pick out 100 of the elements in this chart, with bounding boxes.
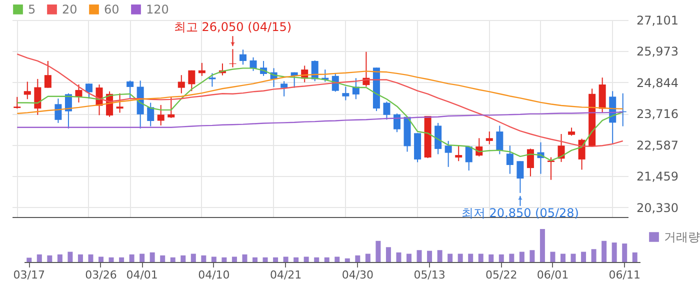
bar xyxy=(140,254,145,262)
candlestick xyxy=(250,56,257,72)
bar xyxy=(550,252,556,262)
legend-label: 60 xyxy=(104,2,120,16)
bar xyxy=(468,254,474,262)
legend-label: 거래량 xyxy=(664,230,700,244)
bar xyxy=(262,257,268,262)
bar xyxy=(57,254,62,262)
candlestick xyxy=(116,92,124,114)
bar xyxy=(273,257,278,262)
bar xyxy=(448,254,453,262)
bar xyxy=(396,252,402,262)
bar xyxy=(170,257,176,262)
bar xyxy=(78,254,83,262)
candlestick xyxy=(54,98,62,124)
legend-label: 120 xyxy=(146,2,169,16)
candlestick xyxy=(240,49,246,66)
bar xyxy=(612,242,617,262)
bar xyxy=(386,247,391,262)
bar xyxy=(622,244,628,262)
bar xyxy=(160,255,166,262)
bar xyxy=(68,252,73,262)
x-tick-label: 05/13 xyxy=(414,268,446,282)
bar xyxy=(150,252,155,262)
bar xyxy=(437,250,442,262)
candlestick xyxy=(24,81,31,100)
bar xyxy=(211,256,216,262)
bar xyxy=(252,257,258,262)
bar xyxy=(119,257,124,262)
candlestick xyxy=(280,80,288,97)
candlestick xyxy=(548,156,554,180)
candlestick xyxy=(455,145,462,162)
candlestick xyxy=(75,84,82,103)
bar xyxy=(560,254,566,262)
bar xyxy=(190,254,196,262)
bar xyxy=(581,252,586,262)
bar xyxy=(365,254,370,262)
bar xyxy=(334,256,340,262)
x-tick-label: 05/22 xyxy=(486,268,518,282)
bar xyxy=(232,256,237,262)
candlestick xyxy=(465,146,472,172)
candlestick xyxy=(157,104,164,126)
candlestick xyxy=(342,86,350,101)
candlestick xyxy=(383,101,390,120)
legend-label: 5 xyxy=(28,2,36,16)
x-tick-label: 04/30 xyxy=(342,268,374,282)
candlestick xyxy=(229,48,236,68)
bar xyxy=(36,254,42,262)
bar xyxy=(294,257,299,262)
bar xyxy=(26,258,32,262)
x-tick-label: 06/01 xyxy=(536,268,569,282)
x-tick-label: 04/10 xyxy=(198,268,230,282)
bar xyxy=(376,240,381,262)
bar xyxy=(509,254,514,262)
bar xyxy=(478,254,484,262)
candlestick xyxy=(434,122,442,155)
candlestick xyxy=(44,60,52,88)
bar xyxy=(201,255,206,262)
bar xyxy=(416,250,422,262)
bar xyxy=(602,240,607,262)
y-tick-label: 25,973 xyxy=(636,44,678,59)
bar xyxy=(530,250,535,262)
candlestick xyxy=(34,78,42,116)
legend-label: 20 xyxy=(62,2,78,16)
bar xyxy=(632,252,638,262)
bar xyxy=(314,257,320,262)
y-tick-label: 21,459 xyxy=(636,170,678,184)
candlestick xyxy=(486,131,493,145)
candlestick xyxy=(14,96,21,110)
bar xyxy=(427,250,432,262)
candlestick xyxy=(516,160,524,194)
candlestick xyxy=(188,70,196,92)
bar xyxy=(355,255,360,262)
y-tick-label: 22,587 xyxy=(636,138,678,152)
bar xyxy=(458,254,463,262)
bar xyxy=(283,256,288,262)
bar xyxy=(488,254,494,262)
bar xyxy=(540,229,545,262)
x-tick-label: 03/26 xyxy=(85,268,117,282)
x-tick-label: 04/01 xyxy=(126,268,158,282)
candlestick xyxy=(526,148,534,177)
bar xyxy=(344,258,350,262)
bar xyxy=(591,249,596,262)
bar xyxy=(324,257,330,262)
x-tick-label: 04/21 xyxy=(270,268,302,282)
annotation: 최저 20,850 (05/28) xyxy=(461,206,579,220)
candlestick xyxy=(168,96,175,118)
y-tick-label: 20,330 xyxy=(636,200,678,215)
bar xyxy=(304,256,309,262)
candlestick xyxy=(444,140,452,168)
candlestick xyxy=(506,145,514,174)
bar xyxy=(222,257,227,262)
annotation: 최고 26,050 (04/15) xyxy=(174,20,292,34)
bar xyxy=(88,254,94,262)
candlestick xyxy=(147,102,154,127)
bar xyxy=(180,255,186,262)
bar xyxy=(570,254,576,262)
candlestick xyxy=(86,83,92,100)
x-tick-label: 06/11 xyxy=(608,268,640,282)
bar xyxy=(129,254,134,262)
